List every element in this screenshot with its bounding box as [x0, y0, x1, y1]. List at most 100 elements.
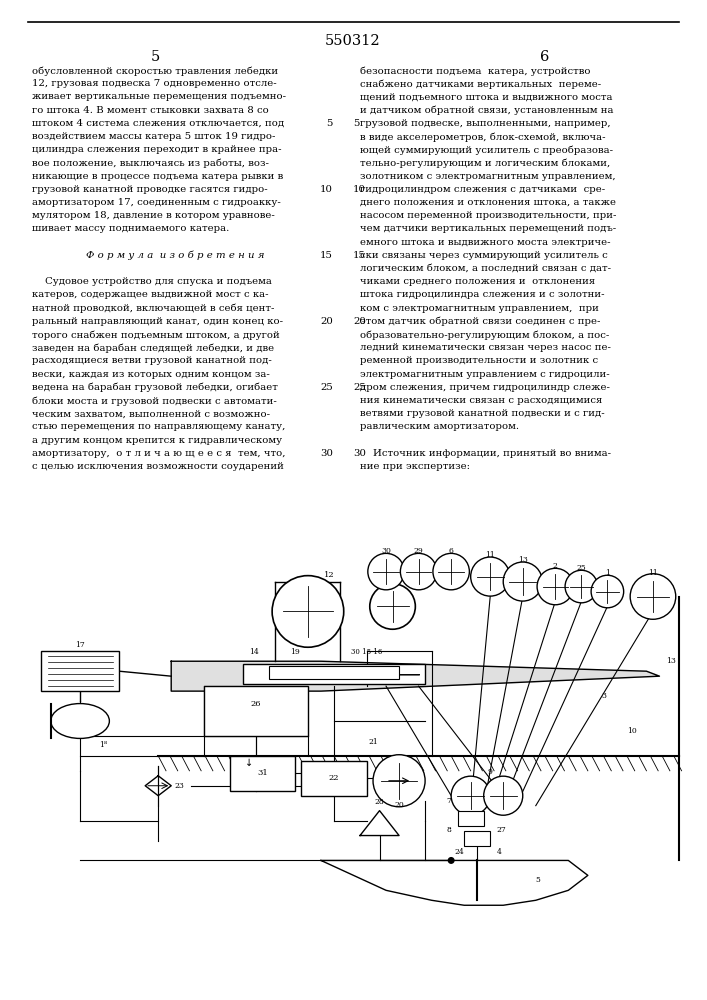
Text: 1⁸: 1⁸ — [100, 741, 107, 749]
Text: шивает массу поднимаемого катера.: шивает массу поднимаемого катера. — [32, 224, 229, 233]
Circle shape — [448, 857, 455, 864]
Text: грузовой подвеске, выполненными, например,: грузовой подвеске, выполненными, наприме… — [360, 119, 611, 128]
Text: 25: 25 — [353, 383, 366, 392]
Text: катеров, содержащее выдвижной мост с ка-: катеров, содержащее выдвижной мост с ка- — [32, 290, 269, 299]
Circle shape — [373, 755, 425, 807]
Circle shape — [630, 574, 676, 619]
Circle shape — [537, 568, 573, 605]
Text: 1: 1 — [605, 569, 610, 577]
Text: снабжено датчиками вертикальных  переме-: снабжено датчиками вертикальных переме- — [360, 79, 601, 89]
Text: 10: 10 — [627, 727, 637, 735]
Polygon shape — [145, 776, 171, 796]
Text: 550312: 550312 — [325, 34, 381, 48]
Text: чиками среднего положения и  отклонения: чиками среднего положения и отклонения — [360, 277, 595, 286]
Text: 21: 21 — [368, 738, 378, 746]
Text: 15: 15 — [353, 251, 366, 260]
Text: грузовой канатной проводке гасятся гидро-: грузовой канатной проводке гасятся гидро… — [32, 185, 268, 194]
Text: логическим блоком, а последний связан с дат-: логическим блоком, а последний связан с … — [360, 264, 611, 273]
Text: 6: 6 — [540, 50, 549, 64]
Text: ния кинематически связан с расходящимися: ния кинематически связан с расходящимися — [360, 396, 602, 405]
Circle shape — [484, 776, 522, 815]
Text: 30: 30 — [353, 449, 366, 458]
Text: обусловленной скоростью травления лебедки: обусловленной скоростью травления лебедк… — [32, 66, 278, 76]
Text: 24: 24 — [455, 848, 464, 856]
Text: гидроцилиндром слежения с датчиками  сре-: гидроцилиндром слежения с датчиками сре- — [360, 185, 605, 194]
Circle shape — [368, 553, 404, 590]
Text: торого снабжен подъемным штоком, а другой: торого снабжен подъемным штоком, а друго… — [32, 330, 280, 340]
Circle shape — [370, 584, 415, 629]
Text: воздействием массы катера 5 шток 19 гидро-: воздействием массы катера 5 шток 19 гидр… — [32, 132, 275, 141]
Text: живает вертикальные перемещения подъемно-: живает вертикальные перемещения подъемно… — [32, 92, 286, 101]
Text: го штока 4. В момент стыковки захвата 8 со: го штока 4. В момент стыковки захвата 8 … — [32, 106, 269, 115]
Text: 10: 10 — [320, 185, 333, 194]
Text: мулятором 18, давление в котором уравнове-: мулятором 18, давление в котором уравнов… — [32, 211, 275, 220]
Polygon shape — [321, 860, 588, 905]
Text: ременной производительности и золотник с: ременной производительности и золотник с — [360, 356, 598, 365]
Text: 7: 7 — [446, 797, 451, 805]
Text: блоки моста и грузовой подвески с автомати-: блоки моста и грузовой подвески с автома… — [32, 396, 276, 406]
Text: натной проводкой, включающей в себя цент-: натной проводкой, включающей в себя цент… — [32, 304, 274, 313]
Text: штоком 4 система слежения отключается, под: штоком 4 система слежения отключается, п… — [32, 119, 284, 128]
Text: амортизатору,  о т л и ч а ю щ е е с я  тем, что,: амортизатору, о т л и ч а ю щ е е с я те… — [32, 449, 286, 458]
Text: 30: 30 — [320, 449, 333, 458]
Text: 25: 25 — [320, 383, 333, 392]
Text: дром слежения, причем гидроцилиндр слеже-: дром слежения, причем гидроцилиндр слеже… — [360, 383, 610, 392]
Text: 29: 29 — [414, 547, 423, 555]
Text: тельно-регулирующим и логическим блоками,: тельно-регулирующим и логическим блоками… — [360, 158, 610, 168]
Bar — [243, 664, 425, 684]
Text: образовательно-регулирующим блоком, а пос-: образовательно-регулирующим блоком, а по… — [360, 330, 609, 340]
Polygon shape — [360, 811, 399, 836]
Bar — [457, 811, 484, 826]
Text: 25: 25 — [576, 564, 586, 572]
Text: а другим концом крепится к гидравлическому: а другим концом крепится к гидравлическо… — [32, 436, 282, 445]
Text: 3: 3 — [601, 692, 606, 700]
Text: 20: 20 — [353, 317, 366, 326]
Text: 2: 2 — [553, 562, 558, 570]
Text: чем датчики вертикальных перемещений подъ-: чем датчики вертикальных перемещений под… — [360, 224, 616, 233]
Text: вески, каждая из которых одним концом за-: вески, каждая из которых одним концом за… — [32, 370, 270, 379]
Ellipse shape — [51, 704, 110, 738]
Text: 31: 31 — [257, 769, 268, 777]
Text: ком с электромагнитным управлением,  при: ком с электромагнитным управлением, при — [360, 304, 599, 313]
Text: ющей суммирующий усилитель с преобразова-: ющей суммирующий усилитель с преобразова… — [360, 145, 613, 155]
Bar — [41, 651, 119, 691]
Text: 30: 30 — [381, 547, 391, 555]
Text: штока гидроцилиндра слежения и с золотни-: штока гидроцилиндра слежения и с золотни… — [360, 290, 604, 299]
Text: 5: 5 — [353, 119, 359, 128]
Text: Судовое устройство для спуска и подъема: Судовое устройство для спуска и подъема — [32, 277, 272, 286]
Text: Источник информации, принятый во внима-: Источник информации, принятый во внима- — [360, 449, 611, 458]
Text: 5: 5 — [536, 876, 541, 884]
Text: 11: 11 — [485, 551, 495, 559]
Text: 6: 6 — [449, 547, 454, 555]
Text: 14: 14 — [250, 648, 259, 656]
Text: Ф о р м у л а  и з о б р е т е н и я: Ф о р м у л а и з о б р е т е н и я — [86, 251, 264, 260]
Text: 20: 20 — [320, 317, 333, 326]
Text: цилиндра слежения переходит в крайнее пра-: цилиндра слежения переходит в крайнее пр… — [32, 145, 281, 154]
Text: 11: 11 — [648, 569, 658, 577]
Text: 26: 26 — [250, 700, 261, 708]
Text: 15: 15 — [320, 251, 333, 260]
Text: 12: 12 — [325, 571, 335, 579]
Text: 13: 13 — [518, 556, 527, 564]
Text: 23: 23 — [175, 782, 185, 790]
Bar — [464, 831, 490, 846]
Text: ледний кинематически связан через насос пе-: ледний кинематически связан через насос … — [360, 343, 611, 352]
Text: 4: 4 — [497, 848, 501, 856]
Polygon shape — [171, 661, 660, 691]
Text: равлическим амортизатором.: равлическим амортизатором. — [360, 422, 519, 431]
Bar — [204, 686, 308, 736]
Text: заведен на барабан следящей лебедки, и две: заведен на барабан следящей лебедки, и д… — [32, 343, 274, 353]
Text: в виде акселерометров, блок-схемой, включа-: в виде акселерометров, блок-схемой, вклю… — [360, 132, 605, 141]
Text: с целью исключения возможности соударений: с целью исключения возможности соударени… — [32, 462, 284, 471]
Text: 28: 28 — [375, 798, 385, 806]
Text: 19: 19 — [290, 648, 300, 656]
Text: стью перемещения по направляющему канату,: стью перемещения по направляющему канату… — [32, 422, 286, 431]
Bar — [269, 666, 399, 679]
Circle shape — [503, 562, 542, 601]
Bar — [301, 761, 366, 796]
Text: 5: 5 — [151, 50, 160, 64]
Text: ральный направляющий канат, один конец ко-: ральный направляющий канат, один конец к… — [32, 317, 283, 326]
Circle shape — [272, 576, 344, 647]
Text: 10: 10 — [353, 185, 366, 194]
Text: днего положения и отклонения штока, а также: днего положения и отклонения штока, а та… — [360, 198, 616, 207]
